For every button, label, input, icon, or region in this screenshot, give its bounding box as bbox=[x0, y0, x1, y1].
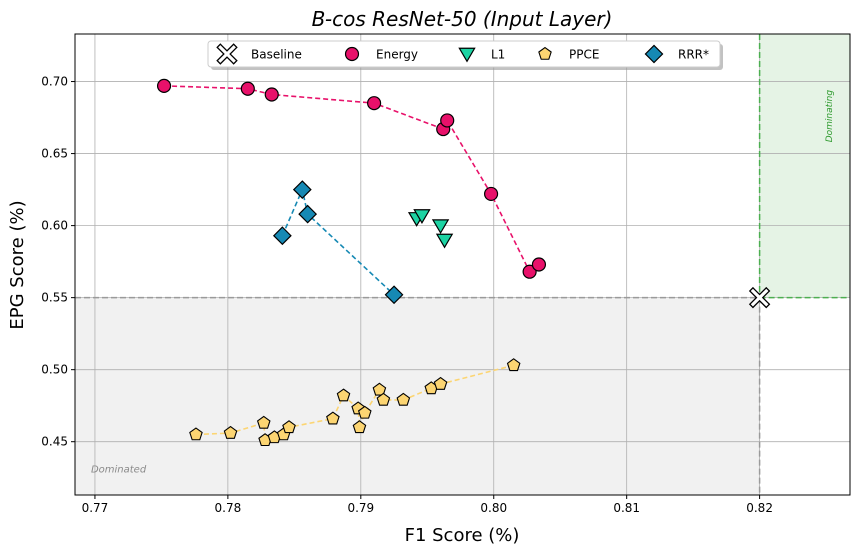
region-boundaries bbox=[75, 34, 850, 495]
y-tick-label: 0.60 bbox=[41, 219, 68, 233]
point-rrr bbox=[292, 180, 312, 199]
point-energy bbox=[522, 264, 537, 279]
legend: Baseline Energy L1 PPCE RRR* bbox=[207, 40, 723, 70]
series-rrr bbox=[272, 180, 404, 305]
legend-entry-energy: Energy bbox=[344, 46, 418, 62]
regions-layer bbox=[75, 34, 850, 495]
legend-label-energy: Energy bbox=[376, 48, 418, 62]
legend-entry-ppce: PPCE bbox=[538, 46, 599, 62]
y-tick-label: 0.65 bbox=[41, 147, 68, 161]
series-energy bbox=[156, 78, 547, 279]
legend-label-l1: L1 bbox=[491, 48, 505, 62]
region-dominated bbox=[75, 297, 760, 495]
legend-label-rrr: RRR* bbox=[678, 48, 709, 62]
legend-label-ppce: PPCE bbox=[569, 48, 599, 62]
point-ppce bbox=[326, 411, 340, 425]
point-l1 bbox=[413, 209, 431, 224]
y-tick-label: 0.50 bbox=[41, 363, 68, 377]
point-ppce bbox=[396, 392, 411, 406]
point-ppce bbox=[506, 358, 521, 372]
chart-title: B-cos ResNet-50 (Input Layer) bbox=[312, 7, 613, 31]
point-ppce bbox=[376, 392, 391, 406]
legend-marker-ppce bbox=[538, 46, 552, 60]
legend-marker-l1 bbox=[458, 47, 476, 63]
legend-marker-rrr bbox=[644, 44, 664, 64]
point-ppce bbox=[357, 405, 372, 419]
x-tick-label: 0.82 bbox=[746, 501, 773, 515]
point-ppce bbox=[336, 388, 351, 402]
region-labels: Dominating Dominated bbox=[91, 90, 835, 476]
point-energy bbox=[531, 257, 547, 272]
series-l1 bbox=[407, 209, 454, 249]
point-energy bbox=[367, 96, 382, 111]
point-ppce bbox=[433, 376, 448, 390]
cross-fill bbox=[750, 288, 769, 307]
plot-frame bbox=[74, 33, 851, 496]
point-rrr bbox=[384, 285, 404, 305]
point-ppce bbox=[352, 420, 367, 434]
legend-label-baseline: Baseline bbox=[251, 48, 302, 62]
axis-ticks: 0.77 0.78 0.79 0.80 0.81 0.82 0.45 0.50 0.55 0.60… bbox=[41, 75, 773, 515]
point-energy bbox=[484, 186, 499, 201]
series-line-rrr bbox=[281, 186, 395, 296]
region-dominating bbox=[759, 34, 850, 298]
point-l1 bbox=[431, 219, 450, 235]
series-layer bbox=[156, 78, 771, 447]
point-ppce bbox=[256, 415, 271, 429]
point-ppce bbox=[189, 427, 203, 441]
legend-entry-baseline: Baseline bbox=[216, 43, 302, 65]
x-axis-label: F1 Score (%) bbox=[405, 525, 520, 546]
y-tick-label: 0.55 bbox=[41, 291, 68, 305]
point-energy bbox=[264, 87, 279, 102]
x-tick-label: 0.77 bbox=[82, 501, 109, 515]
y-axis-label: EPG Score (%) bbox=[7, 200, 28, 329]
x-tick-label: 0.79 bbox=[347, 501, 374, 515]
x-tick-label: 0.78 bbox=[215, 501, 242, 515]
point-l1 bbox=[435, 233, 454, 249]
series-line-energy bbox=[164, 85, 540, 273]
point-ppce bbox=[282, 420, 296, 434]
series-ppce bbox=[189, 358, 521, 447]
point-ppce bbox=[223, 425, 238, 439]
point-energy bbox=[440, 113, 455, 128]
point-rrr bbox=[272, 226, 292, 246]
legend-entry-rrr: RRR* bbox=[644, 44, 709, 64]
cross-fill bbox=[218, 45, 236, 63]
point-energy bbox=[156, 78, 172, 93]
region-label-dominated: Dominated bbox=[91, 464, 147, 475]
x-tick-label: 0.81 bbox=[613, 501, 640, 515]
y-tick-label: 0.70 bbox=[41, 75, 68, 89]
point-energy bbox=[240, 81, 255, 96]
x-tick-label: 0.80 bbox=[480, 501, 507, 515]
legend-marker-energy bbox=[344, 46, 360, 62]
legend-marker-baseline bbox=[216, 43, 238, 65]
legend-entry-l1: L1 bbox=[458, 47, 505, 63]
point-rrr bbox=[298, 204, 318, 224]
point-ppce bbox=[372, 382, 387, 396]
region-label-dominating: Dominating bbox=[825, 90, 835, 143]
series-baseline bbox=[748, 286, 771, 309]
point-baseline bbox=[748, 286, 771, 309]
y-tick-label: 0.45 bbox=[41, 435, 68, 449]
